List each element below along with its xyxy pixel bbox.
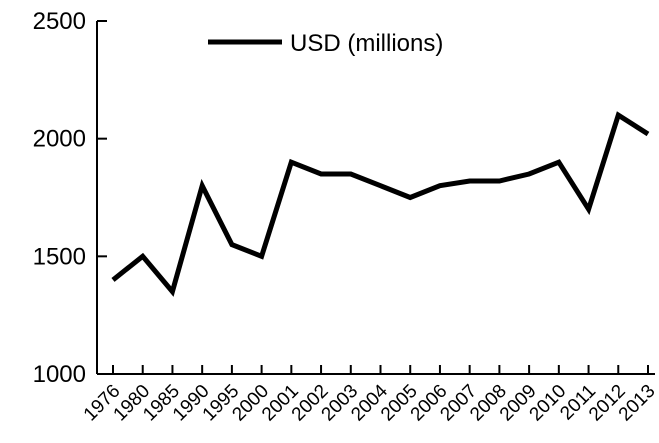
y-tick-label: 1500 xyxy=(33,243,86,270)
series-group xyxy=(111,111,650,297)
legend-label: USD (millions) xyxy=(290,30,443,57)
y-axis: 1000 1500 2000 2500 xyxy=(33,8,107,388)
y-tick-label: 2000 xyxy=(33,126,86,153)
x-axis: 1976198019851990199520002001200220032004… xyxy=(80,365,659,425)
series-line xyxy=(111,111,650,297)
y-tick-label: 1000 xyxy=(33,361,86,388)
y-tick-label: 2500 xyxy=(33,8,86,35)
legend: USD (millions) xyxy=(208,30,443,57)
